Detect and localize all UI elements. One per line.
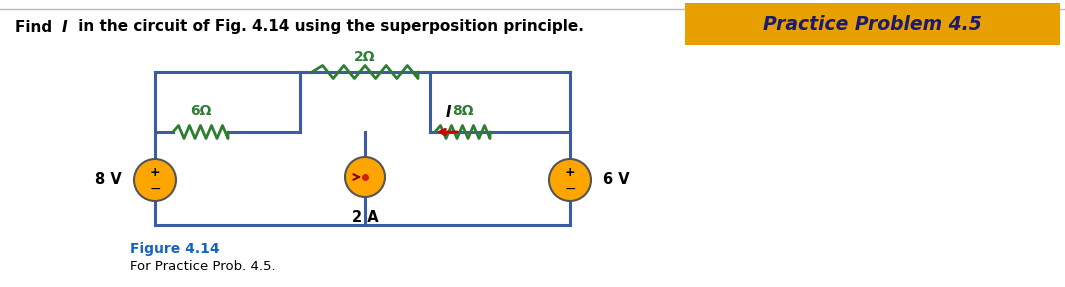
- Text: 6 V: 6 V: [603, 172, 629, 187]
- Text: 8Ω: 8Ω: [452, 104, 473, 118]
- Text: I: I: [445, 105, 450, 120]
- Text: I: I: [62, 20, 67, 34]
- Text: −: −: [149, 182, 161, 196]
- Text: For Practice Prob. 4.5.: For Practice Prob. 4.5.: [130, 261, 276, 274]
- Circle shape: [345, 157, 386, 197]
- Circle shape: [548, 159, 591, 201]
- FancyBboxPatch shape: [685, 3, 1060, 45]
- Circle shape: [134, 159, 176, 201]
- Text: +: +: [564, 166, 575, 179]
- Text: 2 A: 2 A: [351, 210, 378, 225]
- Text: Find: Find: [15, 20, 58, 34]
- Text: Figure 4.14: Figure 4.14: [130, 242, 219, 256]
- Text: Practice Problem 4.5: Practice Problem 4.5: [763, 15, 981, 34]
- Text: in the circuit of Fig. 4.14 using the superposition principle.: in the circuit of Fig. 4.14 using the su…: [73, 20, 584, 34]
- Text: 8 V: 8 V: [95, 172, 122, 187]
- Text: 6Ω: 6Ω: [190, 104, 211, 118]
- Text: −: −: [564, 182, 576, 196]
- Text: +: +: [150, 166, 161, 179]
- Text: 2Ω: 2Ω: [355, 50, 376, 64]
